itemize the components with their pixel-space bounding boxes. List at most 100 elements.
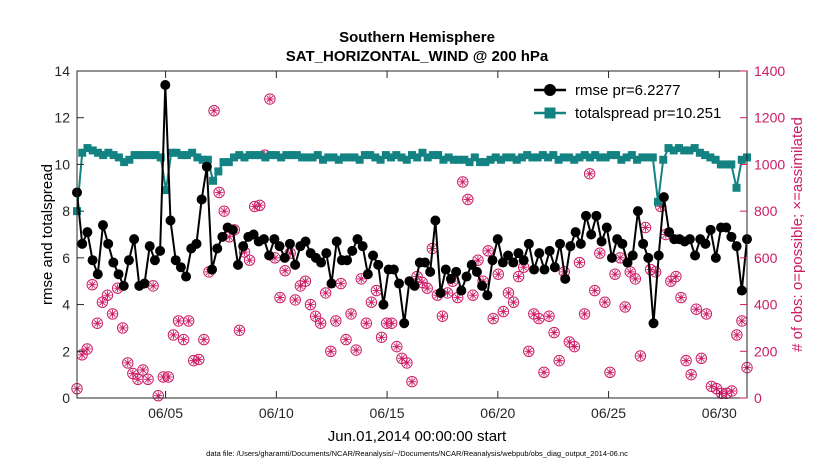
totalspread-point [737,155,746,164]
obs-assimilated-point [529,309,539,319]
totalspread-point [120,158,129,167]
obs-assimilated-point [499,307,508,316]
rmse-point [155,245,166,256]
obs-possible-point [482,245,494,257]
obs-possible-point [91,317,104,329]
obs-assimilated-point [407,377,417,386]
totalspread-point [161,186,170,195]
rmse-point [482,290,493,301]
obs-possible-point [583,168,596,180]
obs-assimilated-point [341,335,351,344]
obs-assimilated-point [549,328,559,337]
obs-assimilated-point [128,369,138,378]
y-tick-label: 10 [54,156,70,172]
y-tick-label: 6 [62,250,70,266]
obs-possible-point [116,322,129,334]
obs-possible-point [106,308,119,320]
obs-possible-point [101,289,114,301]
obs-assimilated-point [575,258,584,267]
totalspread-point [88,146,97,155]
obs-assimilated-point [245,255,254,265]
rmse-point [560,273,571,284]
obs-assimilated-point [93,319,102,328]
totalspread-point [554,155,563,164]
obs-possible-point [685,368,697,381]
obs-possible-point [462,193,474,206]
y-right-tick-label: 1400 [754,63,785,79]
totalspread-point [701,151,710,160]
x-tick-label: 06/25 [591,405,626,421]
totalspread-point [141,151,150,160]
obs-assimilated-point [159,372,168,382]
rmse-point [175,262,186,273]
y-axis-right-label: # of obs: o=possible; ×=assimilated [789,117,806,352]
obs-possible-point [289,294,301,306]
obs-possible-point [198,333,210,346]
obs-assimilated-point [148,281,158,291]
rmse-point [596,236,607,247]
totalspread-point [685,146,694,155]
rmse-point [139,278,150,289]
rmse-point [456,285,467,296]
totalspread-point [350,153,359,162]
obs-possible-point [304,298,317,311]
totalspread-point [428,151,437,160]
obs-assimilated-point [585,169,594,178]
rmse-point [388,264,399,275]
rmse-point [632,206,643,217]
totalspread-point [502,153,511,162]
totalspread-point [256,151,265,160]
rmse-point [129,234,140,245]
rmse-point [248,229,259,240]
rmse-point [430,215,441,226]
obs-assimilated-point [387,319,396,328]
y-tick-label: 14 [54,63,70,79]
totalspread-point [669,146,678,155]
obs-assimilated-point [489,314,498,323]
rmse-point [419,257,430,268]
obs-possible-point [599,296,611,308]
obs-assimilated-point [494,270,503,279]
totalspread-point [617,155,626,164]
obs-possible-point [330,315,342,327]
obs-possible-point [167,329,180,341]
obs-assimilated-point [280,266,290,275]
obs-possible-point [670,270,682,283]
obs-assimilated-point [275,293,285,302]
totalspread-point [591,151,600,160]
rmse-point [316,257,327,268]
obs-possible-point [680,354,692,367]
obs-assimilated-point [311,312,320,321]
totalspread-point [606,151,615,160]
rmse-point [513,248,524,259]
totalspread-point [465,158,474,167]
obs-assimilated-point [77,350,87,359]
rmse-point [160,80,171,91]
x-tick-label: 06/30 [702,405,737,421]
rmse-point [378,299,389,310]
obs-possible-point [568,340,581,353]
totalspread-point [549,151,558,160]
obs-possible-point [457,176,469,188]
rmse-point [705,224,716,235]
rmse-point [565,241,576,252]
rmse-point [638,238,649,249]
obs-assimilated-point [453,293,462,302]
obs-possible-point [436,310,449,322]
obs-assimilated-point [610,270,620,279]
obs-assimilated-point [423,284,432,293]
obs-possible-point [177,333,190,346]
totalspread-point [193,153,202,162]
legend-spread-label: totalspread pr=10.251 [575,105,721,122]
rmse-point [279,252,290,263]
obs-assimilated-point [296,281,305,291]
rmse-point [149,255,160,266]
totalspread-point [345,153,354,162]
rmse-point [617,238,628,249]
totalspread-point [329,153,338,162]
totalspread-point [93,148,102,157]
y-right-tick-label: 400 [754,297,778,313]
obs-possible-point [548,326,560,339]
plot-frame [76,70,748,399]
rmse-point [487,255,498,266]
